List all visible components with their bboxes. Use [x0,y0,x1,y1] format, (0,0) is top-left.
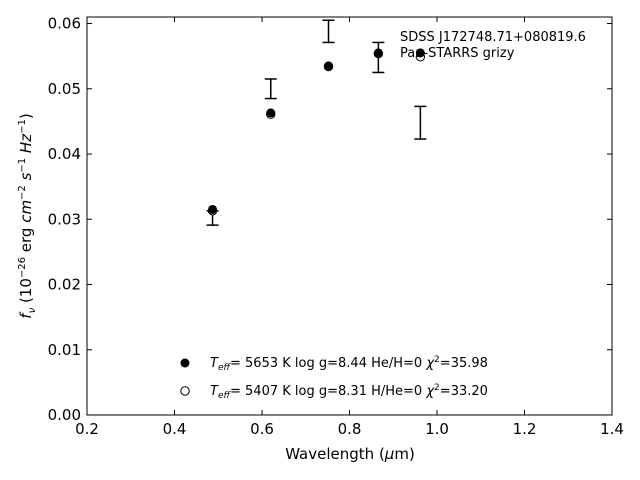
x-tick-label: 1.2 [513,420,537,438]
y-tick-label: 0.06 [48,15,81,33]
fit-logg-filled: log g=8.44 [295,356,367,371]
x-tick-label: 0.8 [338,420,362,438]
model-point-filled [415,48,425,58]
y-tick-label: 0.02 [48,276,81,294]
x-tick-label: 0.6 [250,420,274,438]
x-axis-title: Wavelength (μm) [285,445,415,463]
legend-entry-star: SDSS J172748.71+080819.6 [400,30,586,45]
fit-comp-filled: He/H=0 [371,356,422,371]
x-tick-label: 1.0 [425,420,449,438]
svg-text:Wavelength (μm): Wavelength (μm) [285,445,415,463]
fit-logg-open: log g=8.31 [295,384,367,399]
fit-marker-filled [180,358,190,368]
fit-marker-open [180,386,190,396]
x-tick-label: 0.4 [163,420,187,438]
fit-chi2-filled: 35.98 [451,356,488,371]
fit-label-filled: Teff= 5653 K log g=8.44 He/H=0 χ2=35.98 [210,355,488,373]
fit-label-open: Teff= 5407 K log g=8.31 H/He=0 χ2=33.20 [210,383,488,401]
fit-chi2-open: 33.20 [451,384,488,399]
model-point-filled [208,204,218,214]
y-tick-label: 0.04 [48,145,81,163]
legend: SDSS J172748.71+080819.6 Pan-STARRS griz… [400,30,586,61]
model-point-filled [373,48,383,58]
fit-teff-filled: 5653 K [245,356,291,371]
x-tick-label: 1.4 [600,420,624,438]
y-tick-label: 0.01 [48,341,81,359]
observed-errorbars [206,19,427,226]
x-tick-label: 0.2 [75,420,99,438]
model-point-filled [324,61,333,71]
model-points [207,48,426,216]
y-tick-label: 0.00 [48,406,81,424]
tick-labels: 0.2 0.4 0.6 0.8 1.0 1.2 1.4 0.00 0.01 0.02 0.03 0.0… [48,15,624,438]
y-tick-label: 0.05 [48,80,81,98]
svg-text:fν (10−26 erg cm−2 s−1 Hz−1): fν (10−26 erg cm−2 s−1 Hz−1) [17,113,38,318]
y-tick-label: 0.03 [48,210,81,228]
legend-entry-survey: Pan-STARRS grizy [400,46,515,61]
fit-comp-open: H/He=0 [371,384,422,399]
fit-annotation: Teff= 5653 K log g=8.44 He/H=0 χ2=35.98 … [180,355,488,401]
plot-frame [86,16,613,416]
y-axis-title: fν (10−26 erg cm−2 s−1 Hz−1) [17,113,38,318]
fit-teff-open: 5407 K [245,384,291,399]
model-point-filled [266,108,276,118]
